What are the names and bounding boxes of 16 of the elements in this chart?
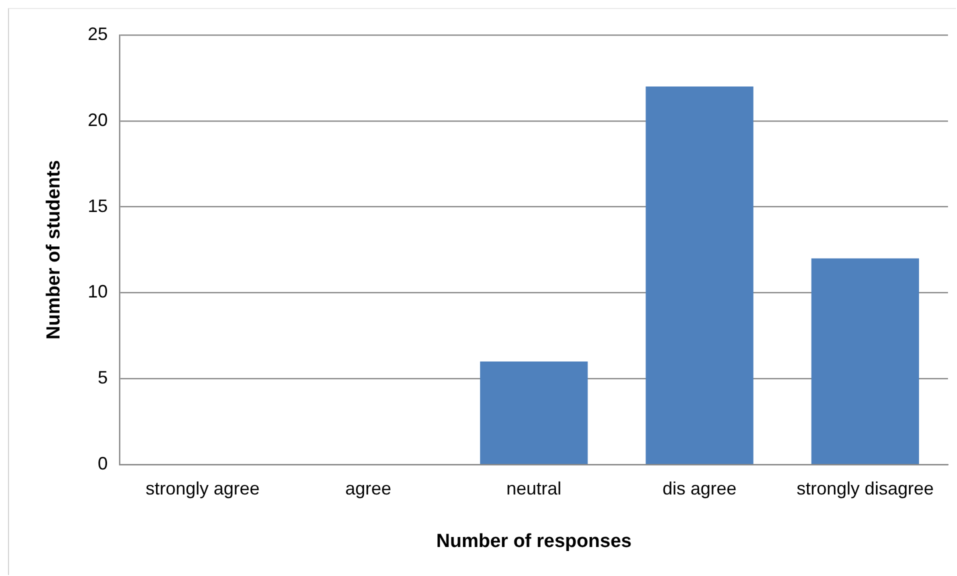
x-tick-label: agree <box>345 478 392 498</box>
y-tick-label: 25 <box>88 24 108 44</box>
y-axis-title: Number of students <box>44 160 65 340</box>
y-tick-label: 20 <box>88 110 108 130</box>
y-tick-label: 0 <box>98 454 108 474</box>
x-axis-title: Number of responses <box>436 530 632 552</box>
bar <box>811 258 920 464</box>
x-tick-label: strongly agree <box>146 478 260 498</box>
y-tick-label: 5 <box>98 368 108 388</box>
bar <box>480 361 588 464</box>
y-tick-label: 10 <box>88 282 108 302</box>
bar <box>646 86 754 464</box>
y-tick-label: 15 <box>88 196 108 216</box>
x-tick-label: neutral <box>506 478 562 498</box>
x-tick-label: dis agree <box>662 478 737 498</box>
x-tick-label: strongly disagree <box>796 478 934 498</box>
